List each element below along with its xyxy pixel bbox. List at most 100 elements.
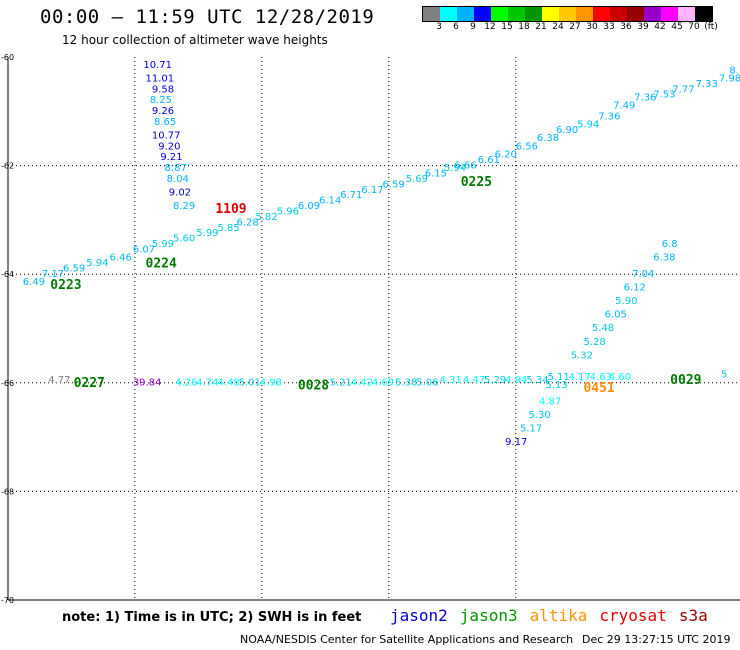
wave-height-value: 5.94 — [577, 120, 599, 131]
wave-height-value: 4.48 — [217, 378, 239, 389]
wave-height-value: 4.26 — [175, 378, 197, 389]
credit-line: NOAA/NESDIS Center for Satellite Applica… — [240, 633, 574, 646]
wave-height-value: 5.28 — [583, 337, 605, 348]
wave-height-value: 5.60 — [173, 234, 195, 245]
color-scale-label: 3 — [436, 22, 442, 32]
color-scale-label: 12 — [484, 22, 496, 32]
wave-height-value: 6.59 — [382, 179, 404, 190]
wave-height-value: 7.98 — [719, 73, 740, 84]
wave-height-value: 5.34 — [526, 375, 548, 386]
color-scale-label: 6 — [453, 22, 459, 32]
pass-time-label: 1109 — [215, 202, 246, 217]
wave-height-value: 7.49 — [613, 101, 635, 112]
satellite-legend-item: cryosat — [599, 606, 667, 625]
wave-height-values: 10.7111.019.588.259.268.6510.779.209.218… — [23, 60, 740, 448]
wave-height-value: 6.09 — [298, 201, 320, 212]
wave-height-value: 4.94 — [505, 375, 527, 386]
lat-label: -70 — [1, 596, 14, 605]
pass-time-label: 0227 — [74, 376, 105, 391]
wave-height-value: 5.94 — [444, 163, 466, 174]
wave-height-value: 5.06 — [416, 378, 438, 389]
wave-height-value: 4.77 — [48, 375, 70, 386]
wave-height-value: 4.31 — [440, 375, 462, 386]
lat-label: -66 — [1, 379, 14, 388]
generation-timestamp: Dec 29 13:27:15 UTC 2019 — [582, 633, 731, 646]
color-swatch — [627, 7, 644, 21]
color-scale-label: 24 — [552, 22, 564, 32]
color-swatch — [474, 7, 491, 21]
wave-height-value: 5.01 — [239, 378, 261, 389]
color-scale-label: 9 — [470, 22, 476, 32]
wave-height-value: 6.38 — [653, 253, 675, 264]
pass-time-label: 0223 — [50, 278, 81, 293]
wave-height-value: 8.25 — [150, 95, 172, 106]
wave-height-value: 6.71 — [340, 190, 362, 201]
wave-height-value: 5 — [721, 369, 727, 380]
color-swatch — [525, 7, 542, 21]
color-swatch — [610, 7, 627, 21]
wave-height-value: 9.17 — [505, 437, 527, 448]
map-axis-labels: -60-62-64-66-68-70-165168171-174177 — [1, 53, 14, 605]
color-swatch — [695, 7, 712, 21]
wave-height-value: 5.17 — [520, 424, 542, 435]
wave-height-value: 4.17 — [569, 372, 591, 383]
color-scale-label: 70 — [688, 22, 700, 32]
wave-height-value: 6.59 — [63, 263, 85, 274]
wave-height-value: 5.29 — [484, 375, 506, 386]
color-scale-label: 36 — [620, 22, 632, 32]
wave-height-value: 10.77 — [152, 130, 181, 141]
wave-height-value: 4.42 — [351, 378, 373, 389]
color-scale-label: 21 — [535, 22, 547, 32]
wave-height-value: 9.21 — [160, 152, 182, 163]
wave-height-value: 6.20 — [495, 149, 517, 160]
wave-height-value: 4.47 — [463, 375, 485, 386]
color-swatch — [593, 7, 610, 21]
wave-height-value: 11.01 — [146, 73, 175, 84]
wave-height-value: 5.99 — [152, 239, 174, 250]
wave-height-value: 5.82 — [256, 212, 278, 223]
color-swatch — [678, 7, 695, 21]
wave-height-value: 6.05 — [605, 310, 627, 321]
page-subtitle: 12 hour collection of altimeter wave hei… — [62, 33, 328, 47]
wave-height-value: 6.07 — [133, 244, 155, 255]
wave-height-value: 7.36 — [634, 92, 656, 103]
wave-height-value: 6.46 — [110, 253, 132, 264]
wave-height-map: -60-62-64-66-68-70-165168171-174177 10.7… — [1, 53, 740, 605]
wave-height-value: 4.98 — [260, 378, 282, 389]
wave-height-value: 8. — [729, 65, 739, 76]
wave-height-value: 7.04 — [632, 269, 654, 280]
wave-height-value: 5.90 — [615, 296, 637, 307]
wave-height-value: 6.49 — [23, 277, 45, 288]
wave-height-value: 4.69 — [372, 378, 394, 389]
wave-height-value: 6.38 — [537, 133, 559, 144]
wave-height-value: 5.99 — [196, 228, 218, 239]
wave-height-value: 9.02 — [169, 187, 191, 198]
wave-height-value: 5.96 — [277, 206, 299, 217]
color-swatch — [423, 7, 440, 21]
wave-height-value: 5.21 — [330, 378, 352, 389]
wave-height-value: 8.04 — [167, 174, 189, 185]
wave-height-value: 8.29 — [173, 201, 195, 212]
wave-height-value: 4.87 — [539, 397, 561, 408]
wave-height-value: 7.36 — [598, 111, 620, 122]
wave-height-value: 6.12 — [624, 282, 646, 293]
color-swatch — [508, 7, 525, 21]
lat-label: -68 — [1, 487, 14, 496]
wave-height-value: 5.13 — [545, 380, 567, 391]
wave-height-value: 5.30 — [528, 410, 550, 421]
color-swatch — [440, 7, 457, 21]
wave-height-value: 9.20 — [158, 141, 180, 152]
satellite-legend-item: jason2 — [390, 606, 448, 625]
wave-height-value: 4.60 — [609, 372, 631, 383]
wave-height-value: 5.69 — [406, 174, 428, 185]
color-scale-bar — [422, 6, 713, 22]
wave-height-value: 7.53 — [653, 90, 675, 101]
wave-height-value: 8.65 — [154, 117, 176, 128]
pass-time-label: 0225 — [461, 175, 492, 190]
satellite-legend-item: altika — [529, 606, 588, 625]
wave-height-value: 7.33 — [696, 79, 718, 90]
wave-height-value: 6.90 — [556, 125, 578, 136]
lat-label: -64 — [1, 270, 14, 279]
wave-height-value: 4.63 — [590, 372, 612, 383]
color-swatch — [644, 7, 661, 21]
